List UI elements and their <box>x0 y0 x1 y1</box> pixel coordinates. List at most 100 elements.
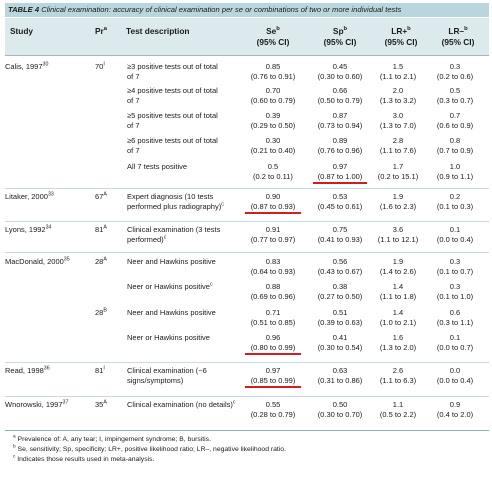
test-description: ≥5 positive tests out of total of 7 <box>127 111 218 131</box>
study-name: Read, 199836 <box>5 366 50 376</box>
study-name: Lyons, 199234 <box>5 225 51 235</box>
test-line-1-text: Neer or Hawkins positive <box>127 282 210 291</box>
test-line-1-text: ≥4 positive tests out of total <box>127 86 218 95</box>
lrp-ci: (1.3 to 3.2) <box>379 96 417 105</box>
study-ref: 33 <box>47 191 54 198</box>
lrp-value: 1.7 <box>392 162 404 171</box>
lrp-value: 1.9 <box>392 192 404 201</box>
header-prevalence: Pra <box>95 26 107 36</box>
prevalence-type: B <box>103 307 107 314</box>
test-line-1: ≥4 positive tests out of total <box>127 86 218 96</box>
se-value: 0.85 <box>265 62 281 71</box>
sp-ci: (0.43 to 0.67) <box>317 267 363 276</box>
test-line-1-text: ≥6 positive tests out of total <box>127 136 218 145</box>
sp-value: 0.97 <box>332 162 348 171</box>
prevalence-number: 28 <box>95 308 104 317</box>
lrp-ci: (0.2 to 15.1) <box>377 172 419 181</box>
study-divider <box>5 396 489 397</box>
prevalence-type: A <box>103 224 107 231</box>
header-sp-ci: (95% CI) <box>323 37 357 47</box>
se-ci: (0.69 to 0.96) <box>250 292 296 301</box>
se-ci: (0.28 to 0.79) <box>250 410 296 419</box>
header-pr-label: Pr <box>95 26 104 36</box>
footnote-a-text: Prevalence of: A, any tear; I, impingeme… <box>17 436 211 443</box>
lrn-ci: (0.3 to 1.1) <box>436 318 474 327</box>
table-label: TABLE 4 <box>8 5 40 14</box>
sp-value: 0.89 <box>332 136 348 145</box>
study-ref: 36 <box>43 365 50 372</box>
lrp-value: 2.8 <box>392 136 404 145</box>
sp-value: 0.41 <box>332 333 348 342</box>
sp-value: 0.53 <box>332 192 348 201</box>
test-line-1: All 7 tests positive <box>127 162 187 172</box>
prevalence-number: 81 <box>95 366 104 375</box>
lrn-ci: (0.0 to 0.4) <box>436 235 474 244</box>
header-lrn-label: LR– <box>448 26 465 36</box>
test-line-1: ≥3 positive tests out of total <box>127 62 218 72</box>
prevalence-number: 28 <box>95 257 104 266</box>
lrp-ci: (1.1 to 6.3) <box>379 376 417 385</box>
lrn-value: 0.0 <box>449 366 461 375</box>
highlight-underline <box>245 353 301 355</box>
sp-ci: (0.31 to 0.86) <box>317 376 363 385</box>
sp-value: 0.45 <box>332 62 348 71</box>
prevalence-value: 81A <box>95 225 107 235</box>
lrp-value: 1.6 <box>392 333 404 342</box>
prevalence-number: 70 <box>95 62 104 71</box>
lrp-value: 1.1 <box>392 400 404 409</box>
lrp-value: 2.0 <box>392 86 404 95</box>
test-description: ≥6 positive tests out of total of 7 <box>127 136 218 156</box>
test-line-2: of 7 <box>127 146 218 156</box>
study-ref: 35 <box>63 256 70 263</box>
lrp-value: 3.6 <box>392 225 404 234</box>
footnote-b-mark: b <box>13 444 16 450</box>
prevalence-value: 67A <box>95 192 107 202</box>
lrn-value: 0.1 <box>449 225 461 234</box>
test-description: Neer and Hawkins positive <box>127 257 216 267</box>
sp-value: 0.66 <box>332 86 348 95</box>
table-caption: TABLE 4 Clinical examination: accuracy o… <box>5 3 489 17</box>
lrn-value: 0.6 <box>449 308 461 317</box>
se-value: 0.70 <box>265 86 281 95</box>
lrn-ci: (0.1 to 0.7) <box>436 267 474 276</box>
table-footnotes: a Prevalence of: A, any tear; I, impinge… <box>5 430 489 475</box>
prevalence-value: 81I <box>95 366 105 376</box>
se-ci: (0.87 to 0.93) <box>250 202 296 211</box>
se-value: 0.97 <box>265 366 281 375</box>
lrn-ci: (0.0 to 0.4) <box>436 376 474 385</box>
test-line-2-text: signs/symptoms) <box>127 376 184 385</box>
prevalence-value: 35A <box>95 400 107 410</box>
test-line-2: of 7 <box>127 72 218 82</box>
sp-ci: (0.76 to 0.96) <box>317 146 363 155</box>
test-line-1-text: Neer and Hawkins positive <box>127 308 216 317</box>
sp-ci: (0.30 to 0.70) <box>317 410 363 419</box>
sp-ci: (0.41 to 0.93) <box>317 235 363 244</box>
study-author-year: Litaker, 2000 <box>5 192 48 201</box>
test-line-1: Clinical examination (~6 <box>127 366 207 376</box>
sp-value: 0.75 <box>332 225 348 234</box>
test-description: Expert diagnosis (10 tests performed plus… <box>127 192 224 212</box>
se-ci: (0.2 to 0.11) <box>253 172 293 181</box>
header-study: Study <box>10 26 34 36</box>
se-ci: (0.60 to 0.79) <box>250 96 296 105</box>
prevalence-type: I <box>103 61 105 68</box>
lrp-ci: (1.3 to 2.0) <box>379 343 417 352</box>
test-description: Neer or Hawkins positivec <box>127 282 213 292</box>
test-footnote-mark: c <box>209 281 213 288</box>
se-value: 0.71 <box>265 308 281 317</box>
prevalence-type: A <box>103 191 107 198</box>
prevalence-value: 70I <box>95 62 105 72</box>
sp-value: 0.87 <box>332 111 348 120</box>
test-footnote-mark: c <box>221 201 224 208</box>
lrp-value: 1.4 <box>392 308 404 317</box>
test-description: Clinical examination (3 tests performed)c <box>127 225 220 245</box>
lrp-ci: (1.3 to 7.0) <box>379 121 417 130</box>
test-line-2: performed)c <box>127 235 220 245</box>
lrp-ci: (1.1 to 7.6) <box>379 146 417 155</box>
lrn-ci: (0.0 to 0.7) <box>436 343 474 352</box>
lrp-ci: (1.0 to 2.1) <box>379 318 417 327</box>
lrn-value: 0.3 <box>449 282 461 291</box>
header-lrn-sup: b <box>464 26 468 33</box>
sp-value: 0.38 <box>332 282 348 291</box>
sp-ci: (0.45 to 0.61) <box>317 202 363 211</box>
